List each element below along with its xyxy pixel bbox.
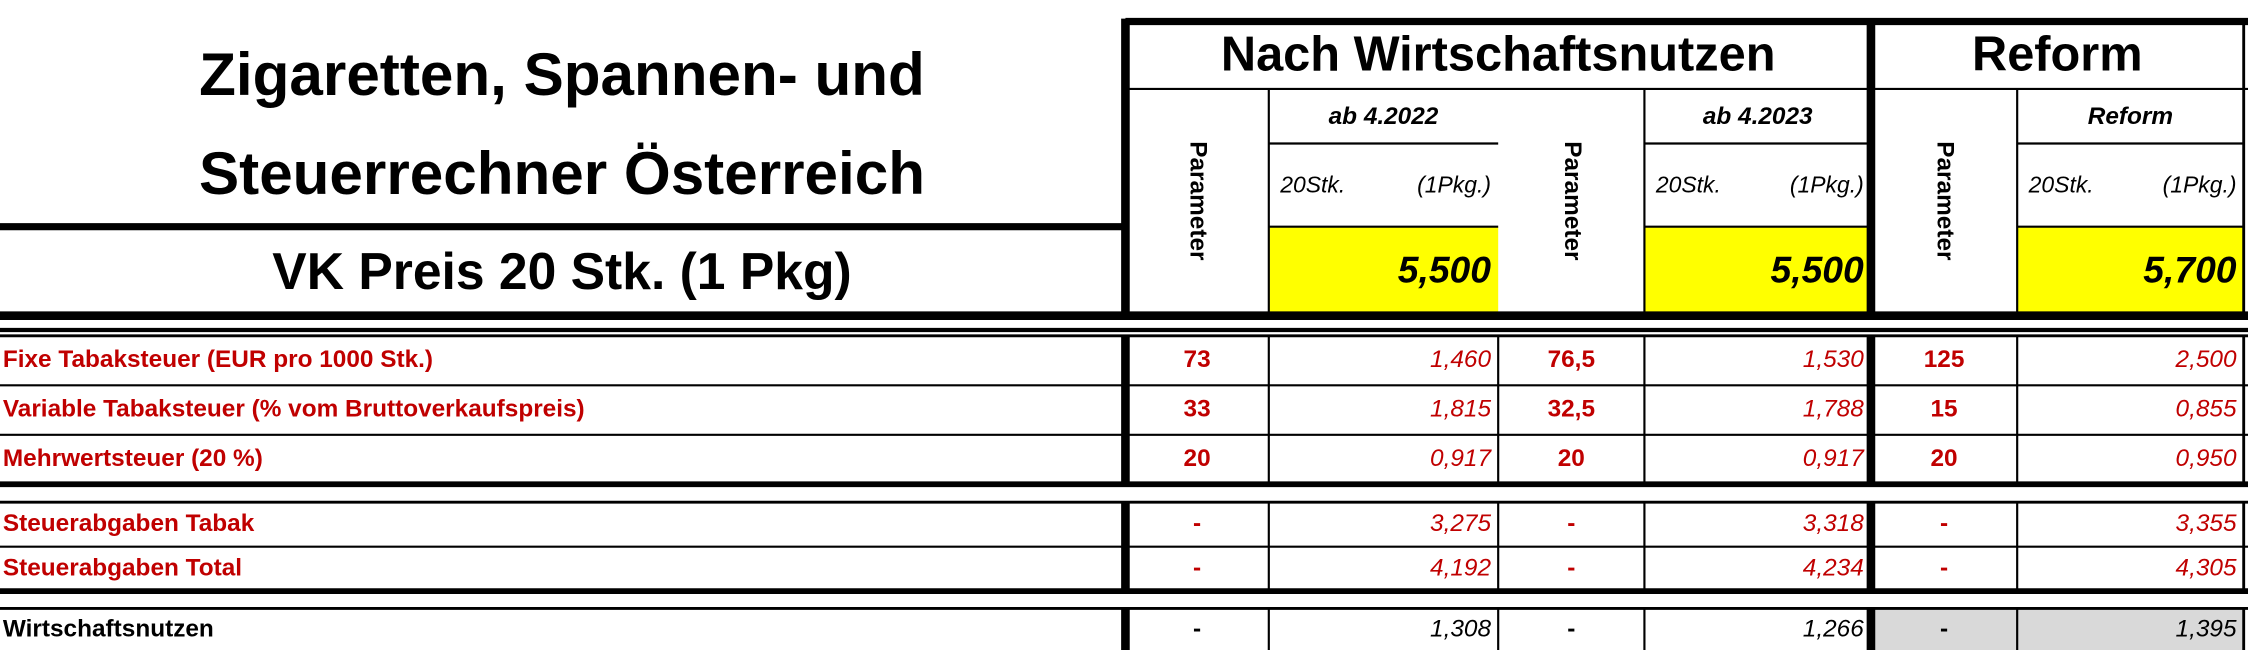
value-cell: 4,305	[2176, 554, 2237, 581]
param-cell: -	[1193, 554, 1201, 581]
period-header: ab 4.2022	[1329, 103, 1439, 130]
param-cell: 20	[1931, 445, 1958, 472]
price-value: 5,500	[1398, 248, 1492, 290]
param-cell: 76,5	[1548, 346, 1595, 373]
value-cell: 3,275	[1430, 510, 1491, 537]
value-cell: 0,950	[2176, 445, 2237, 472]
param-cell: 73	[1184, 346, 1211, 373]
row-label: Variable Tabaksteuer (% vom Bruttoverkau…	[3, 395, 585, 422]
param-cell: -	[1940, 615, 1948, 642]
row-label: Mehrwertsteuer (20 %)	[3, 445, 263, 472]
value-cell: 1,815	[1430, 395, 1491, 422]
value-cell: 1,308	[1430, 615, 1491, 642]
value-cell: 4,234	[1803, 554, 1864, 581]
unit-header: 20Stk.	[1279, 172, 1345, 198]
param-cell: -	[1567, 615, 1575, 642]
param-header: Parameter	[1185, 141, 1212, 261]
value-cell: 0,917	[1803, 445, 1865, 472]
unit-header: 20Stk.	[2028, 172, 2094, 198]
value-cell: 1,395	[2176, 615, 2237, 642]
param-cell: -	[1567, 554, 1575, 581]
title-line: Zigaretten, Spannen- und	[199, 40, 925, 108]
value-cell: 1,460	[1430, 346, 1491, 373]
param-cell: 125	[1924, 346, 1965, 373]
param-cell: 20	[1184, 445, 1211, 472]
period-header: Reform	[2088, 103, 2173, 130]
pack-header: (1Pkg.)	[1417, 172, 1491, 198]
pack-header: (1Pkg.)	[1790, 172, 1864, 198]
unit-header: 20Stk.	[1655, 172, 1721, 198]
group-header: Reform	[1972, 27, 2143, 81]
price-value: 5,500	[1771, 248, 1865, 290]
price-cell	[1268, 226, 1499, 313]
param-header: Parameter	[1932, 141, 1959, 261]
price-value: 5,700	[2143, 248, 2237, 290]
row-label: Fixe Tabaksteuer (EUR pro 1000 Stk.)	[3, 346, 433, 373]
param-cell: -	[1193, 615, 1201, 642]
param-cell: -	[1567, 510, 1575, 537]
value-cell: 1,788	[1803, 395, 1864, 422]
row-label: Steuerabgaben Total	[3, 554, 242, 581]
group-header: Nach Wirtschaftsnutzen	[1221, 27, 1776, 81]
value-cell: 4,192	[1430, 554, 1491, 581]
value-cell: 0,917	[1430, 445, 1492, 472]
title-line: Steuerrechner Österreich	[199, 139, 925, 207]
param-cell: -	[1940, 510, 1948, 537]
price-cell	[2017, 226, 2244, 313]
param-header: Parameter	[1559, 141, 1586, 261]
value-cell: 1,530	[1803, 346, 1864, 373]
period-header: ab 4.2023	[1703, 103, 1813, 130]
value-cell: 3,318	[1803, 510, 1864, 537]
price-label: VK Preis 20 Stk. (1 Pkg)	[272, 242, 851, 300]
row-label: Wirtschaftsnutzen	[3, 615, 214, 642]
pack-header: (1Pkg.)	[2163, 172, 2237, 198]
value-cell: 3,355	[2176, 510, 2237, 537]
shaded-cell	[1870, 608, 2244, 650]
price-cell	[1644, 226, 1871, 313]
value-cell: 1,266	[1803, 615, 1864, 642]
param-cell: 15	[1931, 395, 1958, 422]
param-cell: -	[1193, 510, 1201, 537]
param-cell: 33	[1184, 395, 1211, 422]
param-cell: -	[1940, 554, 1948, 581]
param-cell: 32,5	[1548, 395, 1595, 422]
param-cell: 20	[1558, 445, 1585, 472]
value-cell: 2,500	[2175, 346, 2237, 373]
value-cell: 0,855	[2176, 395, 2237, 422]
row-label: Steuerabgaben Tabak	[3, 510, 255, 537]
